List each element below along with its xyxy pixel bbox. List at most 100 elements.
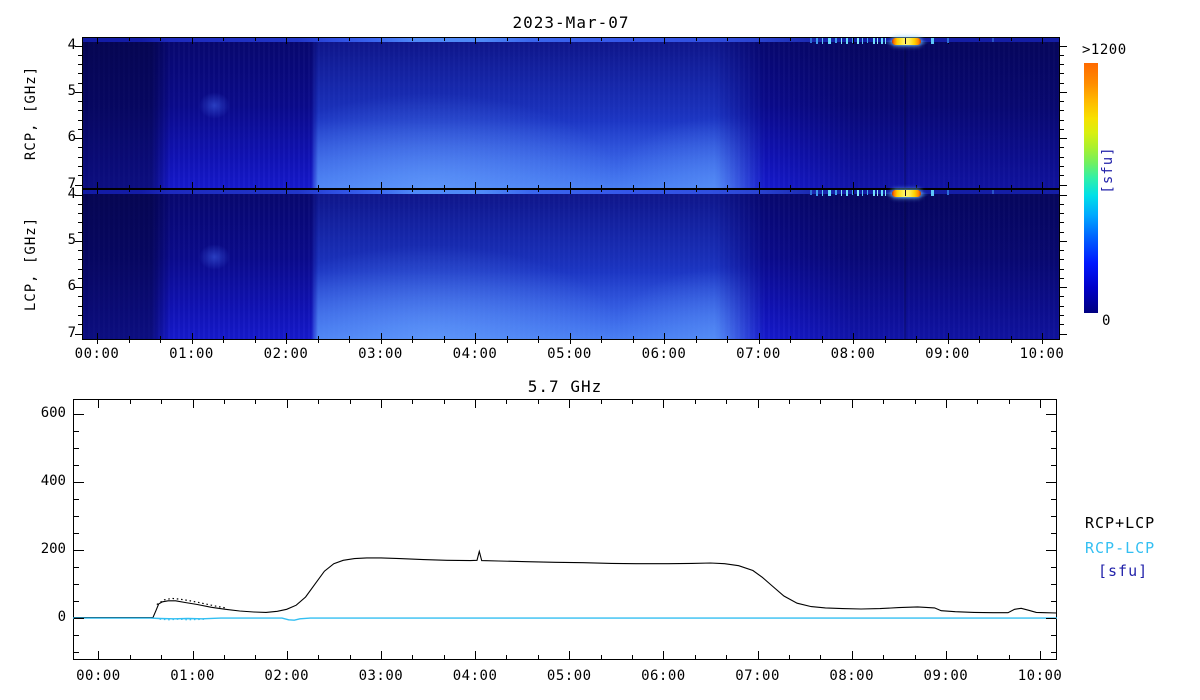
x-tick [538, 190, 539, 192]
x-tick [380, 182, 382, 188]
lcp-faint-emission-patch [195, 240, 235, 274]
freq-minor-tick [1060, 324, 1064, 326]
freq-tick [1060, 333, 1067, 335]
ts-x-tick-label: 09:00 [923, 668, 969, 684]
ts-x-tick [129, 655, 131, 659]
colorbar-max-label: >1200 [1082, 42, 1127, 58]
burst-streak [881, 38, 884, 44]
ts-y-tick [1046, 550, 1056, 552]
freq-tick [75, 287, 82, 289]
x-tick [286, 38, 287, 44]
x-tick [632, 38, 634, 41]
ts-x-tick [475, 400, 477, 408]
ts-y-minor-tick [74, 465, 79, 467]
freq-tick [75, 138, 82, 140]
x-tick [506, 340, 508, 343]
burst-streak [862, 38, 864, 44]
ts-y-minor-tick [1051, 430, 1056, 432]
x-tick [758, 38, 760, 44]
ts-x-tick [569, 400, 571, 408]
x-tick [97, 333, 98, 339]
colorbar [1084, 63, 1098, 313]
x-tick [569, 38, 571, 44]
ts-x-tick [255, 655, 257, 659]
x-tick [758, 190, 760, 194]
ts-x-tick-label: 03:00 [358, 668, 404, 684]
x-tick [569, 190, 571, 194]
lcp-enhanced-emission-block [311, 190, 771, 339]
ts-x-tick [788, 400, 790, 404]
ts-y-tick [74, 413, 84, 415]
ts-y-minor-tick [74, 601, 79, 603]
freq-minor-tick [1060, 222, 1064, 224]
ts-x-tick [632, 400, 633, 404]
x-tick [128, 190, 130, 192]
timeseries-title: 5.7 GHz [527, 377, 603, 396]
x-tick [1010, 38, 1012, 41]
ts-y-tick [74, 618, 84, 620]
x-tick [601, 340, 602, 343]
x-tick [758, 333, 760, 339]
freq-minor-tick [78, 250, 82, 252]
ts-y-minor-tick [1051, 499, 1056, 501]
burst-streak [828, 190, 832, 196]
freq-minor-tick [1060, 231, 1064, 233]
ts-x-tick [537, 400, 539, 404]
x-tick [947, 340, 949, 344]
ts-x-tick [1040, 400, 1042, 408]
freq-minor-tick [78, 147, 82, 149]
burst-streak [991, 38, 994, 42]
x-tick [853, 340, 854, 344]
legend-unit: [sfu] [1098, 562, 1149, 580]
freq-minor-tick [1060, 213, 1064, 215]
ts-y-tick [1046, 618, 1056, 620]
burst-streak [856, 190, 859, 196]
freq-tick-label: 5 [67, 82, 76, 99]
x-tick [412, 336, 413, 339]
x-tick [443, 38, 445, 41]
ts-x-tick [161, 655, 163, 659]
x-tick [191, 182, 193, 188]
x-tick [128, 340, 130, 343]
x-tick-label: 08:00 [830, 346, 876, 362]
rcp-enhanced-emission-block [311, 38, 771, 188]
x-tick [758, 340, 760, 344]
x-tick [349, 336, 350, 339]
burst-blob-gap [905, 38, 907, 44]
ts-y-minor-tick [1051, 584, 1056, 586]
ts-x-tick [537, 655, 539, 659]
ts-x-tick-label: 02:00 [264, 668, 310, 684]
x-tick [191, 333, 193, 339]
ts-x-tick [286, 400, 288, 408]
freq-minor-tick [78, 305, 82, 307]
ts-x-tick-label: 00:00 [76, 668, 121, 684]
ts-y-minor-tick [1051, 448, 1056, 449]
freq-minor-tick [1060, 64, 1064, 66]
freq-tick [1060, 138, 1067, 140]
ts-x-tick [1040, 651, 1042, 659]
ts-x-tick [945, 651, 947, 659]
x-tick [1042, 340, 1043, 344]
freq-tick-label: 7 [67, 324, 76, 341]
burst-streak [835, 190, 838, 195]
x-tick [191, 38, 193, 44]
ts-x-tick [349, 655, 351, 659]
ts-y-minor-tick [1051, 516, 1056, 518]
burst-streak [473, 190, 475, 193]
rcp-spectrogram-panel [82, 37, 1060, 189]
x-tick [223, 190, 224, 192]
colorbar-min-label: 0 [1102, 313, 1111, 329]
x-tick [317, 190, 319, 192]
ts-y-minor-tick [1051, 635, 1056, 637]
freq-minor-tick [1060, 175, 1064, 177]
x-tick [1042, 38, 1043, 44]
x-tick-label: 04:00 [452, 346, 498, 362]
x-tick [790, 38, 791, 41]
freq-tick-label: 6 [67, 278, 76, 295]
x-tick [254, 185, 256, 188]
x-tick-label: 03:00 [358, 346, 403, 362]
freq-tick [1060, 91, 1067, 93]
x-tick-label: 02:00 [263, 346, 309, 362]
burst-streak [877, 190, 879, 196]
freq-minor-tick [1060, 305, 1064, 307]
